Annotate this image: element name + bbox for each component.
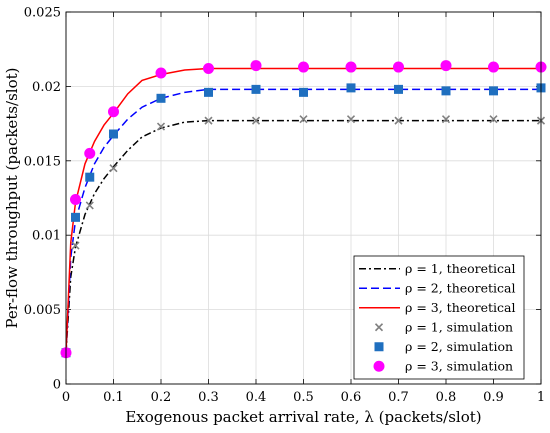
data-point-circle [440, 60, 452, 72]
data-point-x [346, 115, 356, 124]
data-point-square [441, 86, 451, 96]
data-point-x [204, 116, 213, 125]
legend-item: ρ = 2, theoretical [359, 281, 516, 296]
data-point-circle [155, 67, 167, 79]
data-point-x [441, 115, 451, 124]
data-point-square [346, 83, 356, 93]
data-point-x [85, 201, 94, 210]
data-point-circle [345, 61, 357, 73]
x-axis-label: Exogenous packet arrival rate, λ (packet… [125, 408, 481, 426]
y-tick-label: 0 [53, 378, 61, 393]
legend-item: ρ = 2, simulation [374, 339, 513, 354]
legend-label: ρ = 2, simulation [405, 339, 513, 354]
legend-box [353, 255, 525, 380]
x-tick-label: 0.2 [151, 390, 172, 405]
y-tick-label: 0.01 [32, 229, 61, 244]
data-point-x [394, 116, 403, 125]
legend-marker-swatch [374, 323, 384, 332]
x-tick-label: 0.1 [103, 390, 124, 405]
legend-item: ρ = 1, simulation [374, 320, 513, 335]
data-point-square [299, 87, 308, 97]
legend-label: ρ = 3, theoretical [405, 300, 516, 315]
legend-label: ρ = 1, theoretical [405, 261, 516, 276]
data-point-square [489, 86, 498, 96]
data-point-square [204, 87, 213, 97]
x-tick-label: 0.5 [293, 390, 314, 405]
y-tick-label: 0.02 [32, 80, 61, 95]
legend-label: ρ = 1, simulation [405, 320, 513, 335]
data-point-x [156, 122, 166, 131]
data-point-square [394, 84, 403, 94]
legend-marker-swatch [374, 342, 384, 352]
data-point-square [71, 212, 80, 222]
data-point-square [251, 84, 261, 94]
y-axis-label: Per-flow throughput (packets/slot) [3, 68, 21, 329]
data-point-circle [84, 147, 96, 159]
data-point-circle [250, 60, 262, 72]
y-tick-label: 0.025 [24, 6, 61, 21]
legend-item: ρ = 3, theoretical [359, 300, 516, 315]
legend-label: ρ = 2, theoretical [405, 281, 516, 296]
data-point-square [85, 172, 95, 182]
data-point-circle [108, 106, 119, 118]
x-tick-label: 0.8 [436, 390, 457, 405]
x-tick-label: 0 [62, 390, 70, 405]
data-point-x [109, 164, 118, 173]
legend-label: ρ = 3, simulation [405, 359, 513, 374]
data-point-circle [393, 61, 404, 73]
data-point-x [71, 241, 80, 250]
y-tick-label: 0.015 [24, 154, 61, 169]
data-point-square [156, 93, 166, 103]
data-point-circle [488, 61, 499, 73]
series-group [60, 60, 547, 359]
y-tick-label: 0.005 [24, 303, 61, 318]
x-tick-label: 1 [537, 390, 545, 405]
data-point-circle [298, 61, 309, 73]
legend: ρ = 1, theoretical ρ = 2, theoretical ρ = … [353, 255, 525, 380]
x-tick-label: 0.6 [341, 390, 362, 405]
data-point-x [489, 115, 498, 124]
x-tick-label: 0.9 [483, 390, 504, 405]
data-point-x [299, 115, 308, 124]
data-point-x [251, 116, 261, 125]
legend-item: ρ = 1, theoretical [359, 261, 516, 276]
legend-item: ρ = 3, simulation [373, 359, 513, 374]
legend-marker-swatch [373, 360, 385, 372]
data-point-circle [203, 63, 214, 75]
data-point-square [109, 129, 118, 139]
axes-frame [65, 11, 542, 385]
x-tick-label: 0.7 [388, 390, 409, 405]
x-tick-label: 0.3 [198, 390, 219, 405]
x-tick-label: 0.4 [246, 390, 267, 405]
data-point-circle [70, 193, 81, 205]
